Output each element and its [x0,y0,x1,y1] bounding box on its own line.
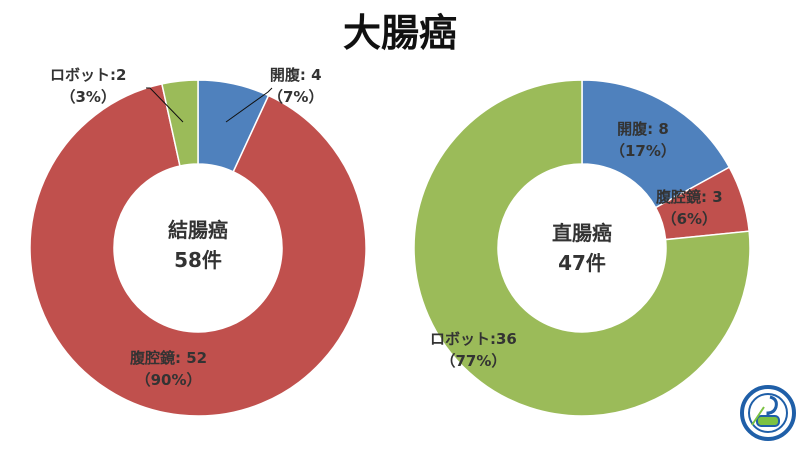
society-seal-logo [740,385,796,441]
label-pct: （7%） [268,88,324,106]
right-label-open: 開腹: 8 （17%） [610,118,676,162]
left-label-laparoscopic: 腹腔鏡: 52 （90%） [130,347,207,391]
left-label-open: 開腹: 4 （7%） [268,64,323,108]
right-label-robot: ロボット:36 （77%） [430,328,517,372]
label-name: ロボット:2 [50,66,127,84]
leader-line [225,87,273,123]
left-center-title: 結腸癌 [168,218,228,242]
label-name: 腹腔鏡: 3 [656,188,723,206]
donut0-slice-1 [29,83,367,417]
label-pct: （77%） [440,352,507,370]
left-center-count: 58件 [174,248,222,272]
label-name: 腹腔鏡: 52 [130,349,208,367]
label-pct: （17%） [610,142,676,160]
label-name: 開腹: 8 [617,120,669,138]
donut0-slice-2 [160,79,199,167]
right-label-laparoscopic: 腹腔鏡: 3 （6%） [656,186,723,230]
left-label-robot: ロボット:2 （3%） [50,64,126,108]
right-center-count: 47件 [558,251,606,275]
label-pct: （6%） [661,210,718,228]
leader-line [146,87,184,123]
right-center-title: 直腸癌 [552,221,612,245]
right-center-label: 直腸癌 47件 [502,218,662,278]
donut1-slice-0 [581,79,731,209]
chart-title: 大腸癌 [342,11,457,55]
label-name: ロボット:36 [430,330,517,348]
label-pct: （90%） [135,371,202,389]
label-name: 開腹: 4 [269,66,322,84]
left-center-label: 結腸癌 58件 [118,215,278,275]
donut1-slice-2 [413,79,751,417]
label-pct: （3%） [60,88,116,106]
